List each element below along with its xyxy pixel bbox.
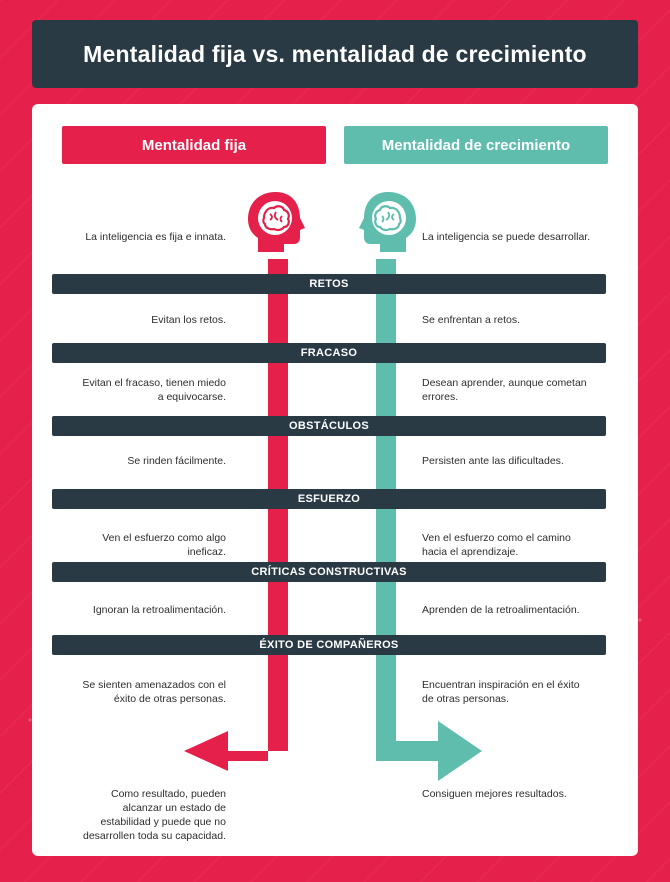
fixed-mindset-header-label: Mentalidad fija (141, 136, 247, 154)
brain-head-icon-growth (359, 192, 416, 252)
fracaso-growth-text: Desean aprender, aunque cometan errores. (422, 377, 587, 403)
section-label: RETOS (309, 278, 349, 290)
esfuerzo-fixed-text: Ven el esfuerzo como algo ineficaz. (102, 532, 226, 558)
mindset-paths (184, 259, 482, 781)
retos-fixed-text: Evitan los retos. (151, 314, 226, 326)
section-label: ESFUERZO (297, 493, 361, 505)
brain-head-icon-fixed (248, 192, 305, 252)
section-band-retos: RETOS (52, 274, 606, 294)
intro-growth-text: La inteligencia se puede desarrollar. (422, 231, 591, 243)
exito-growth-text: Encuentran inspiración en el éxito de ot… (422, 679, 580, 705)
section-band-esfuerzo: ESFUERZO (52, 489, 606, 509)
page-title: Mentalidad fija vs. mentalidad de crecim… (83, 40, 587, 67)
section-label: OBSTÁCULOS (289, 420, 369, 432)
section-label: FRACASO (300, 347, 358, 359)
section-label: CRÍTICAS CONSTRUCTIVAS (251, 566, 407, 578)
criticas-growth-text: Aprenden de la retroalimentación. (422, 604, 580, 616)
section-band-fracaso: FRACASO (52, 343, 606, 363)
result-fixed-text: Como resultado, pueden alcanzar un estad… (82, 788, 226, 842)
fixed-mindset-header: Mentalidad fija (62, 126, 326, 164)
section-band-obstaculos: OBSTÁCULOS (52, 416, 606, 436)
growth-path (376, 259, 482, 781)
growth-mindset-header-label: Mentalidad de crecimiento (381, 136, 571, 154)
retos-growth-text: Se enfrentan a retos. (422, 314, 521, 326)
growth-mindset-header: Mentalidad de crecimiento (344, 126, 608, 164)
exito-fixed-text: Se sienten amenazados con el éxito de ot… (82, 679, 226, 705)
title-bar: Mentalidad fija vs. mentalidad de crecim… (32, 20, 638, 88)
section-label: ÉXITO DE COMPAÑEROS (259, 639, 399, 651)
fixed-path (184, 259, 288, 771)
section-band-criticas: CRÍTICAS CONSTRUCTIVAS (52, 562, 606, 582)
fracaso-fixed-text: Evitan el fracaso, tienen miedo a equivo… (82, 377, 226, 403)
content-card: Mentalidad fija Mentalidad de crecimient… (32, 104, 638, 856)
criticas-fixed-text: Ignoran la retroalimentación. (92, 604, 226, 616)
result-growth-text: Consiguen mejores resultados. (422, 788, 567, 800)
obstaculos-fixed-text: Se rinden fácilmente. (127, 455, 226, 467)
esfuerzo-growth-text: Ven el esfuerzo como el camino hacia el … (422, 532, 571, 558)
intro-fixed-text: La inteligencia es fija e innata. (85, 231, 226, 243)
obstaculos-growth-text: Persisten ante las dificultades. (422, 455, 564, 467)
section-band-exito: ÉXITO DE COMPAÑEROS (52, 635, 606, 655)
